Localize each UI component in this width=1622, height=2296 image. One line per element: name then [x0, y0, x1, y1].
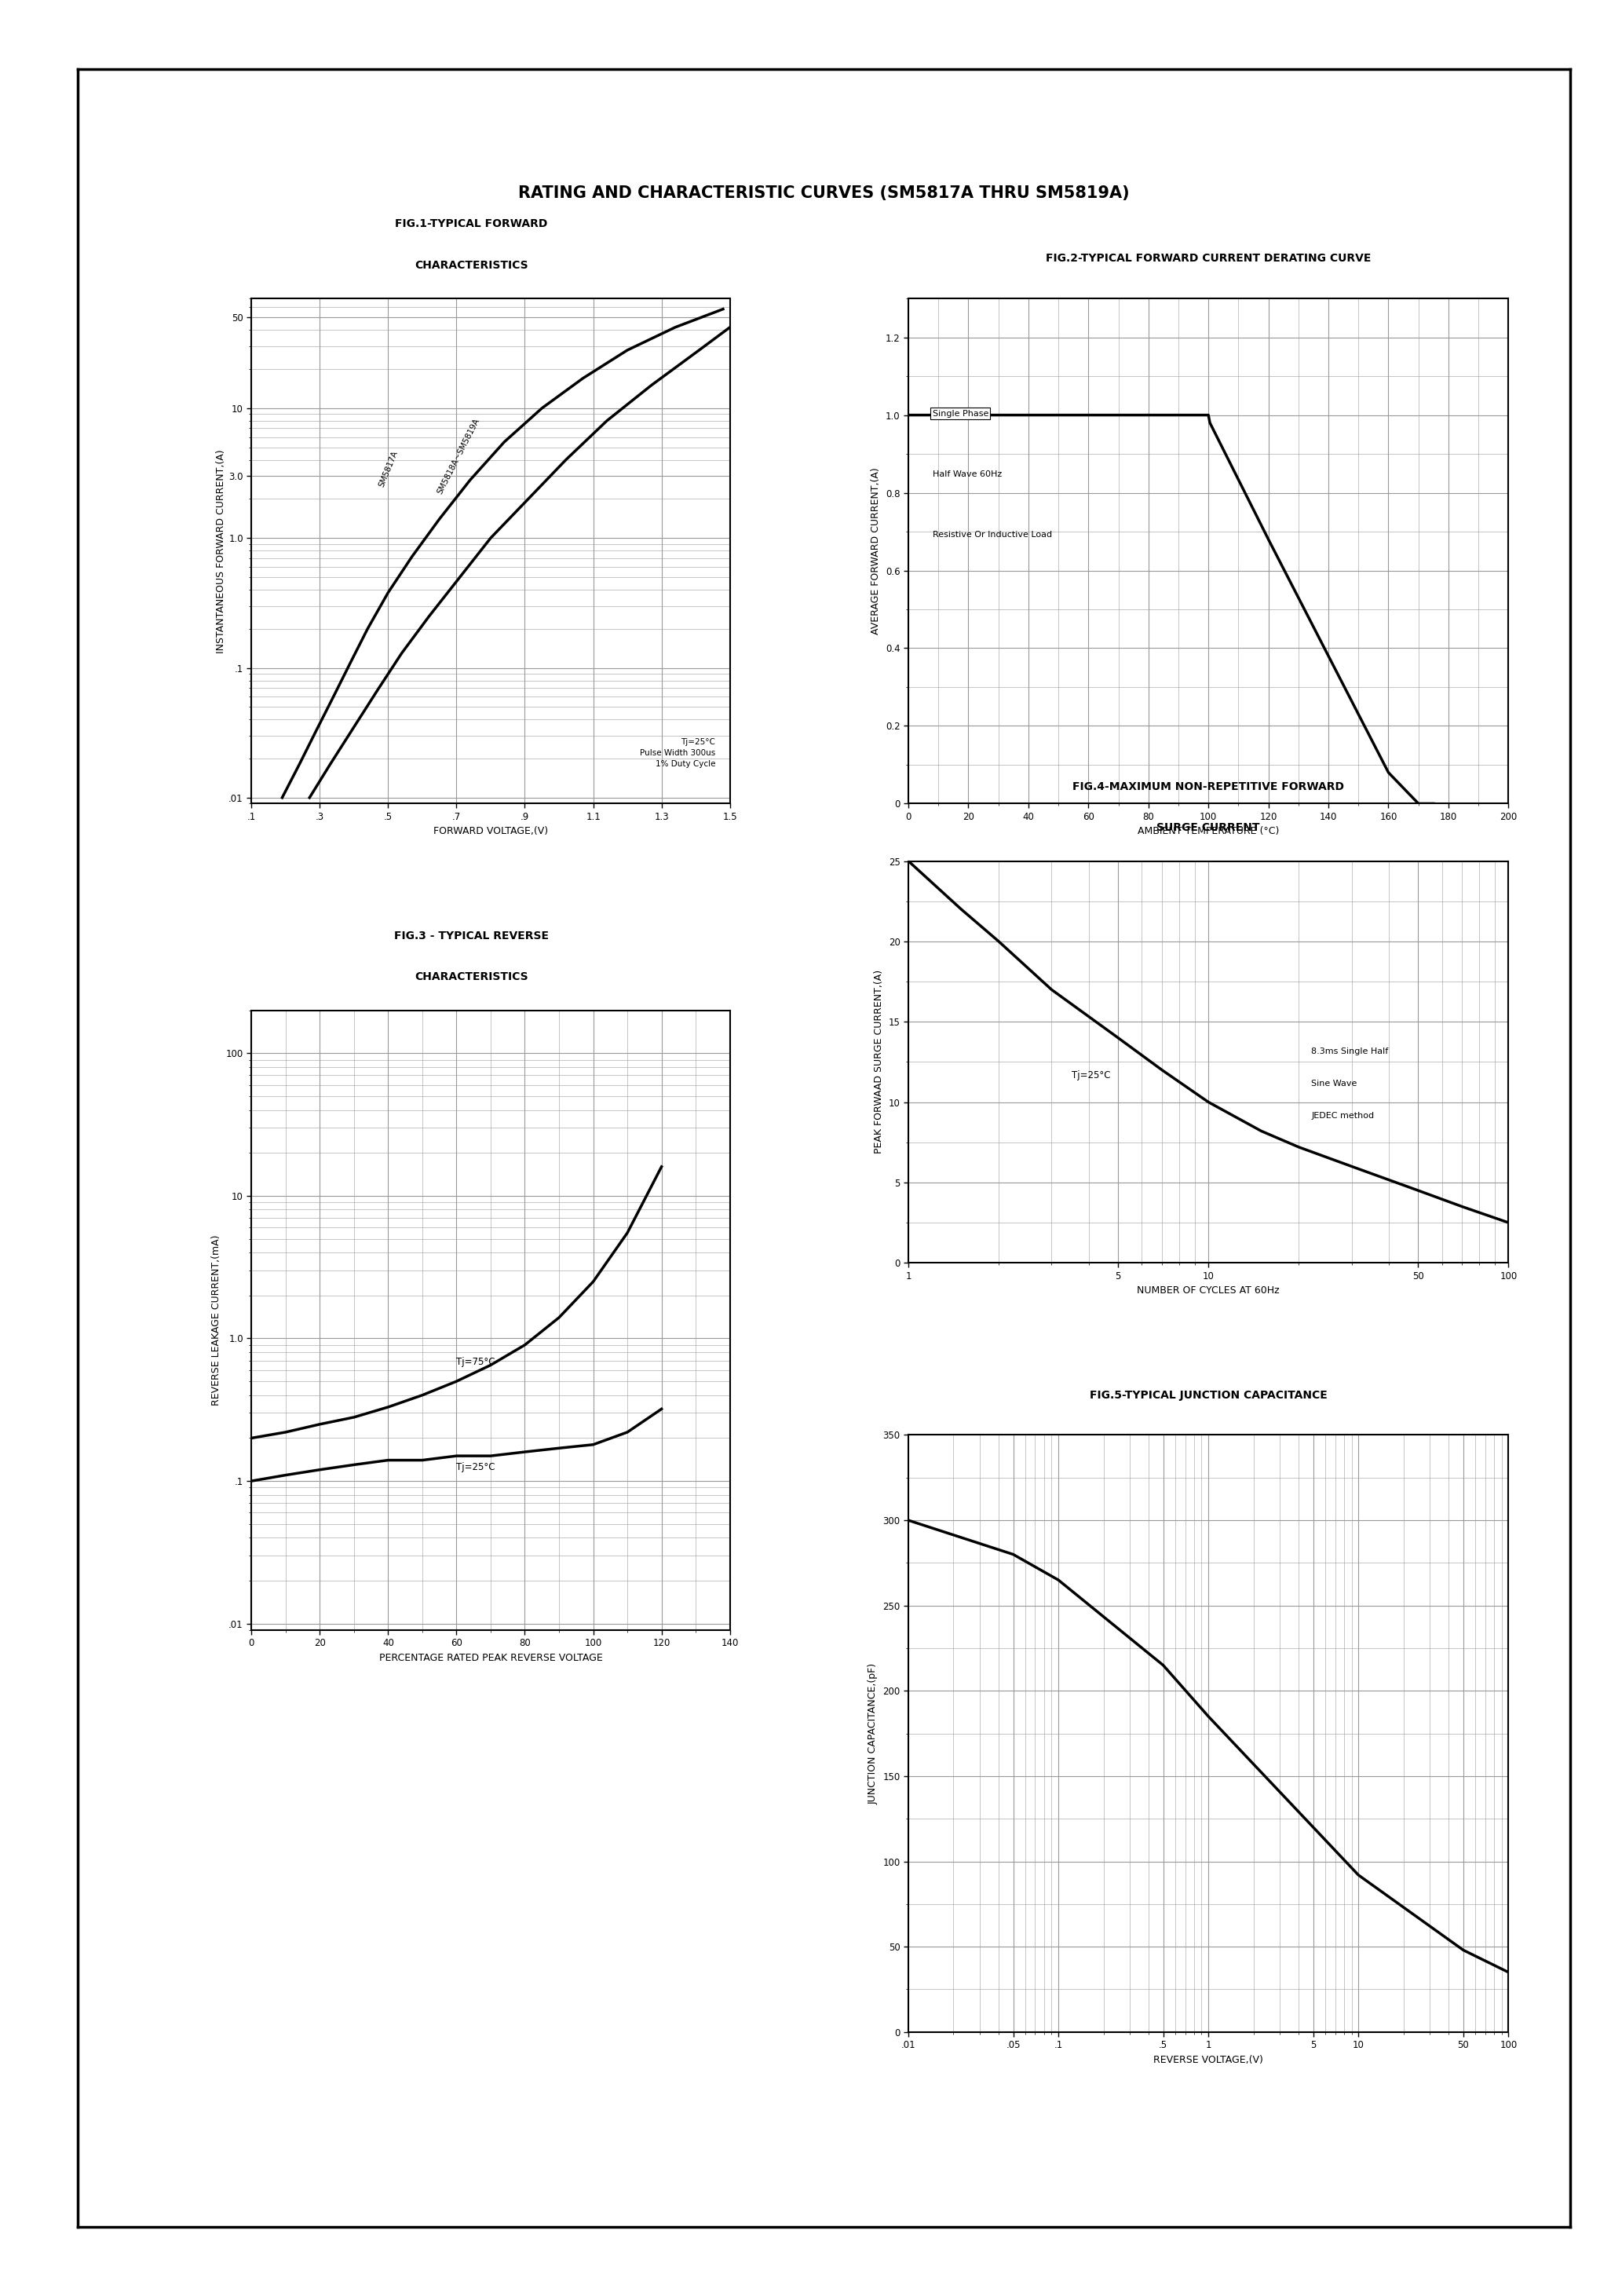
- Y-axis label: AVERAGE FORWARD CURRENT,(A): AVERAGE FORWARD CURRENT,(A): [871, 468, 881, 634]
- Text: Tj=25°C: Tj=25°C: [1072, 1070, 1111, 1081]
- Text: FIG.3 - TYPICAL REVERSE: FIG.3 - TYPICAL REVERSE: [394, 930, 548, 941]
- Text: SM5817A: SM5817A: [378, 450, 399, 489]
- Text: Sine Wave: Sine Wave: [1311, 1079, 1358, 1088]
- Text: CHARACTERISTICS: CHARACTERISTICS: [415, 259, 529, 271]
- Text: FIG.5-TYPICAL JUNCTION CAPACITANCE: FIG.5-TYPICAL JUNCTION CAPACITANCE: [1090, 1389, 1327, 1401]
- Text: SURGE CURRENT: SURGE CURRENT: [1156, 822, 1260, 833]
- Y-axis label: JUNCTION CAPACITANCE,(pF): JUNCTION CAPACITANCE,(pF): [868, 1662, 878, 1805]
- X-axis label: REVERSE VOLTAGE,(V): REVERSE VOLTAGE,(V): [1153, 2055, 1264, 2064]
- Text: FIG.4-MAXIMUM NON-REPETITIVE FORWARD: FIG.4-MAXIMUM NON-REPETITIVE FORWARD: [1072, 781, 1345, 792]
- Text: SM5818A~SM5819A: SM5818A~SM5819A: [436, 416, 482, 496]
- Text: JEDEC method: JEDEC method: [1311, 1111, 1374, 1120]
- Text: Half Wave 60Hz: Half Wave 60Hz: [933, 471, 1002, 478]
- Text: Tj=25°C
Pulse Width 300us
1% Duty Cycle: Tj=25°C Pulse Width 300us 1% Duty Cycle: [641, 739, 715, 769]
- Text: FIG.2-TYPICAL FORWARD CURRENT DERATING CURVE: FIG.2-TYPICAL FORWARD CURRENT DERATING C…: [1046, 253, 1371, 264]
- Text: Tj=75°C: Tj=75°C: [456, 1357, 495, 1368]
- Y-axis label: REVERSE LEAKAGE CURRENT,(mA): REVERSE LEAKAGE CURRENT,(mA): [211, 1235, 221, 1405]
- X-axis label: AMBIENT TEMPERATURE (°C): AMBIENT TEMPERATURE (°C): [1137, 827, 1280, 836]
- Text: 8.3ms Single Half: 8.3ms Single Half: [1311, 1047, 1388, 1056]
- Text: RATING AND CHARACTERISTIC CURVES (SM5817A THRU SM5819A): RATING AND CHARACTERISTIC CURVES (SM5817…: [519, 186, 1129, 200]
- Y-axis label: PEAK FORWAAD SURGE CURRENT,(A): PEAK FORWAAD SURGE CURRENT,(A): [874, 969, 884, 1155]
- Text: CHARACTERISTICS: CHARACTERISTICS: [415, 971, 529, 983]
- X-axis label: PERCENTAGE RATED PEAK REVERSE VOLTAGE: PERCENTAGE RATED PEAK REVERSE VOLTAGE: [380, 1653, 602, 1662]
- X-axis label: NUMBER OF CYCLES AT 60Hz: NUMBER OF CYCLES AT 60Hz: [1137, 1286, 1280, 1295]
- Text: Tj=25°C: Tj=25°C: [456, 1463, 495, 1472]
- Text: Single Phase: Single Phase: [933, 409, 988, 418]
- X-axis label: FORWARD VOLTAGE,(V): FORWARD VOLTAGE,(V): [433, 827, 548, 836]
- Text: FIG.1-TYPICAL FORWARD: FIG.1-TYPICAL FORWARD: [396, 218, 548, 230]
- Y-axis label: INSTANTANEOUS FORWARD CURRENT,(A): INSTANTANEOUS FORWARD CURRENT,(A): [216, 450, 227, 652]
- Text: Resistive Or Inductive Load: Resistive Or Inductive Load: [933, 530, 1051, 540]
